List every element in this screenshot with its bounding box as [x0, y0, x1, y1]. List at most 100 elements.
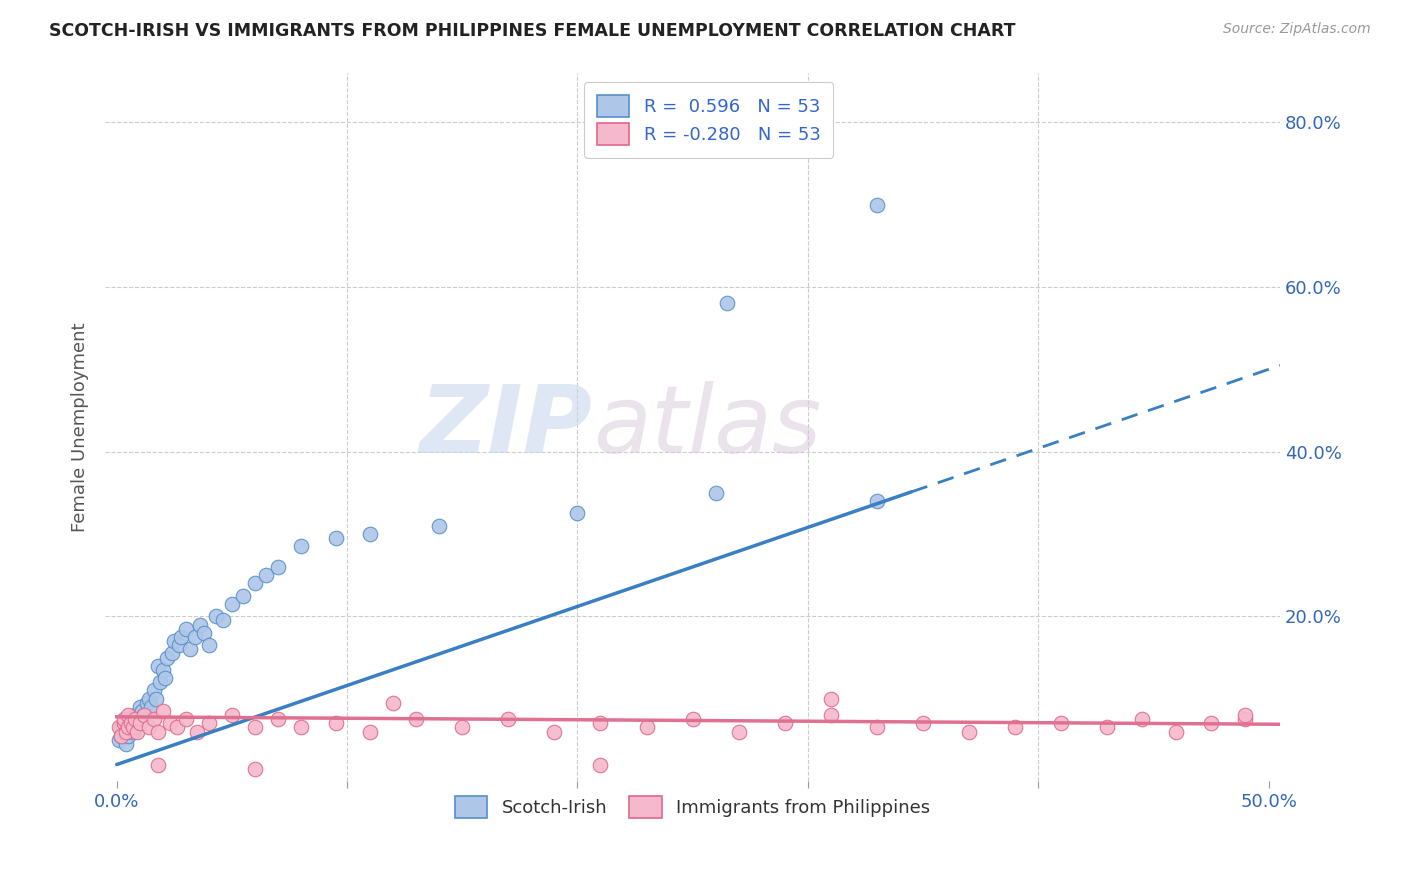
Point — [1004, 721, 1026, 735]
Point — [382, 696, 405, 710]
Point — [727, 724, 749, 739]
Point — [211, 614, 233, 628]
Point — [128, 699, 150, 714]
Point — [127, 712, 149, 726]
Point — [359, 527, 381, 541]
Point — [127, 724, 149, 739]
Point — [121, 724, 143, 739]
Y-axis label: Female Unemployment: Female Unemployment — [72, 322, 89, 532]
Point — [1050, 716, 1073, 731]
Point — [243, 576, 266, 591]
Point — [112, 712, 135, 726]
Point — [636, 721, 658, 735]
Point — [145, 691, 167, 706]
Point — [174, 712, 197, 726]
Point — [120, 716, 142, 731]
Point — [121, 716, 143, 731]
Point — [866, 721, 889, 735]
Point — [221, 597, 243, 611]
Point — [117, 721, 139, 735]
Point — [108, 732, 131, 747]
Point — [156, 650, 179, 665]
Point — [820, 691, 842, 706]
Point — [567, 507, 589, 521]
Point — [120, 721, 142, 735]
Point — [148, 658, 170, 673]
Point — [543, 724, 565, 739]
Point — [120, 712, 142, 726]
Point — [167, 638, 190, 652]
Point — [117, 716, 139, 731]
Point — [820, 708, 842, 723]
Point — [184, 630, 207, 644]
Point — [405, 712, 427, 726]
Point — [243, 721, 266, 735]
Point — [124, 708, 146, 723]
Point — [1130, 712, 1153, 726]
Point — [232, 589, 254, 603]
Point — [451, 721, 474, 735]
Point — [1166, 724, 1188, 739]
Point — [204, 609, 226, 624]
Point — [124, 721, 146, 735]
Point — [153, 671, 176, 685]
Point — [117, 708, 139, 723]
Point — [325, 531, 347, 545]
Point — [112, 716, 135, 731]
Point — [682, 712, 704, 726]
Point — [160, 646, 183, 660]
Point — [290, 721, 312, 735]
Legend: Scotch-Irish, Immigrants from Philippines: Scotch-Irish, Immigrants from Philippine… — [447, 789, 938, 825]
Point — [112, 724, 135, 739]
Point — [142, 712, 165, 726]
Point — [163, 634, 186, 648]
Point — [174, 622, 197, 636]
Point — [243, 762, 266, 776]
Point — [267, 560, 290, 574]
Text: Source: ZipAtlas.com: Source: ZipAtlas.com — [1223, 22, 1371, 37]
Point — [1234, 712, 1257, 726]
Text: ZIP: ZIP — [420, 381, 593, 473]
Point — [152, 663, 174, 677]
Point — [716, 296, 738, 310]
Point — [166, 721, 188, 735]
Point — [131, 704, 153, 718]
Point — [221, 708, 243, 723]
Point — [152, 704, 174, 718]
Point — [108, 721, 131, 735]
Point — [498, 712, 520, 726]
Text: atlas: atlas — [593, 382, 821, 473]
Point — [773, 716, 796, 731]
Point — [427, 518, 450, 533]
Point — [911, 716, 934, 731]
Point — [866, 494, 889, 508]
Point — [1234, 708, 1257, 723]
Point — [115, 724, 138, 739]
Point — [359, 724, 381, 739]
Point — [148, 724, 170, 739]
Point — [1097, 721, 1119, 735]
Point — [135, 696, 157, 710]
Point — [134, 708, 156, 723]
Point — [866, 197, 889, 211]
Point — [1199, 716, 1222, 731]
Point — [198, 638, 221, 652]
Point — [110, 721, 132, 735]
Point — [704, 486, 727, 500]
Point — [186, 724, 208, 739]
Text: SCOTCH-IRISH VS IMMIGRANTS FROM PHILIPPINES FEMALE UNEMPLOYMENT CORRELATION CHAR: SCOTCH-IRISH VS IMMIGRANTS FROM PHILIPPI… — [49, 22, 1015, 40]
Point — [110, 729, 132, 743]
Point — [138, 721, 160, 735]
Point — [170, 630, 193, 644]
Point — [159, 716, 181, 731]
Point — [115, 737, 138, 751]
Point — [267, 712, 290, 726]
Point — [112, 716, 135, 731]
Point — [148, 757, 170, 772]
Point — [121, 721, 143, 735]
Point — [179, 642, 201, 657]
Point — [138, 691, 160, 706]
Point — [115, 724, 138, 739]
Point — [110, 729, 132, 743]
Point — [188, 617, 211, 632]
